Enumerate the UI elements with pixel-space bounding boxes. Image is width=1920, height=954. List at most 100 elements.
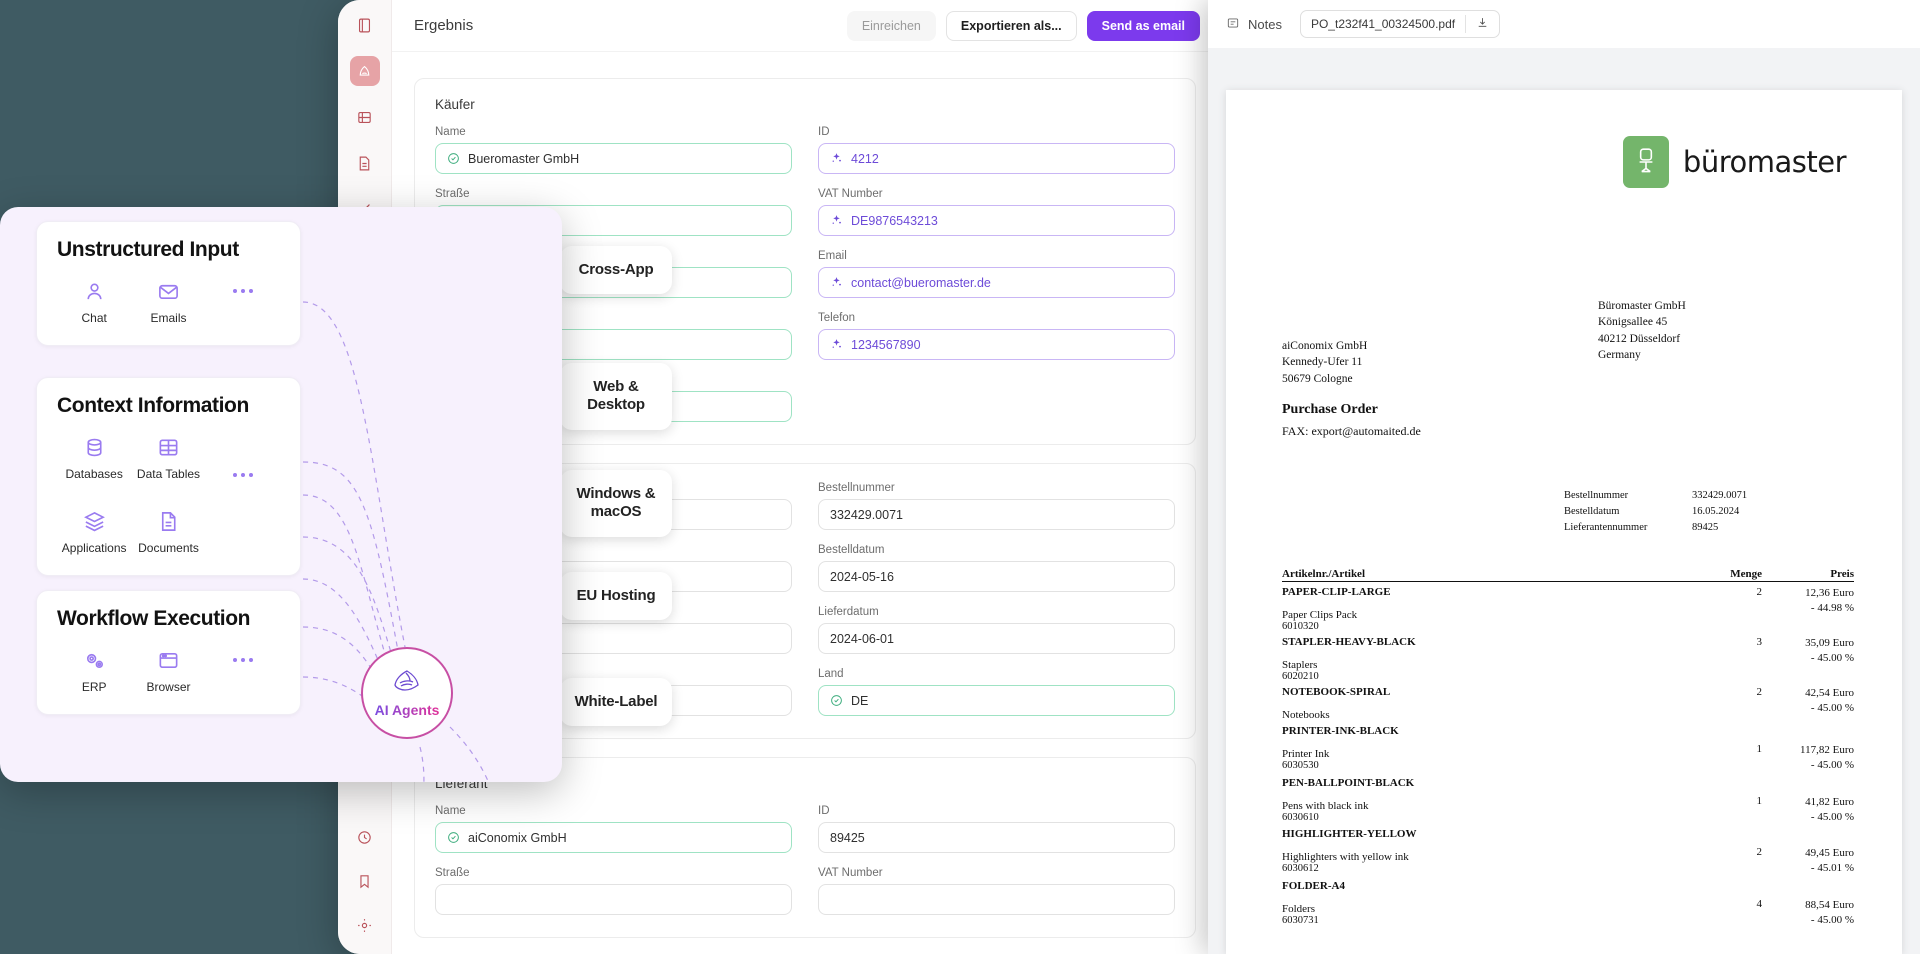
meta-key: Lieferantennummer xyxy=(1564,521,1648,533)
row-num: 6010320 xyxy=(1282,621,1319,632)
pill-windows-macos[interactable]: Windows & macOS xyxy=(560,470,672,537)
card-context-information: Context Information Databases Data Table… xyxy=(36,377,301,576)
section-title: Käufer xyxy=(435,97,475,112)
check-circle-icon xyxy=(447,831,460,844)
section-lieferant: Lieferant Name aiConomix GmbH ID 89425 xyxy=(414,757,1196,938)
tab-notes[interactable]: Notes xyxy=(1226,16,1282,33)
check-circle-icon xyxy=(830,694,843,707)
item-more-unstructured[interactable] xyxy=(206,276,280,325)
form-field: VAT Number xyxy=(818,867,1175,915)
row-preis: 117,82 Euro xyxy=(1800,744,1854,756)
item-chat[interactable]: Chat xyxy=(57,276,131,325)
item-documents[interactable]: Documents xyxy=(131,506,205,555)
row-desc: Folders xyxy=(1282,903,1315,916)
purchase-order-fax: FAX: export@automaited.de xyxy=(1282,424,1421,438)
sparkle-icon xyxy=(830,214,843,227)
field-input-land2[interactable]: DE xyxy=(818,685,1175,716)
address-line: Kennedy-Ufer 11 xyxy=(1282,356,1363,369)
row-preis: 41,82 Euro xyxy=(1805,795,1854,808)
table-row: HIGHLIGHTER-YELLOW Highlighters with yel… xyxy=(1282,828,1854,876)
field-input-id[interactable]: 4212 xyxy=(818,143,1175,174)
pill-cross-app[interactable]: Cross-App xyxy=(560,246,672,295)
field-input-telefon[interactable]: 1234567890 xyxy=(818,329,1175,360)
row-num: 6030610 xyxy=(1282,811,1319,823)
form-field: Name aiConomix GmbH xyxy=(435,805,792,853)
sidebar-item-clock[interactable] xyxy=(350,822,380,852)
pdf-file-chip[interactable]: PO_t232f41_00324500.pdf xyxy=(1299,10,1501,38)
field-label: Straße xyxy=(435,867,470,879)
sidebar-item-settings[interactable] xyxy=(350,910,380,940)
card-items: Databases Data Tables Applications Docum… xyxy=(57,432,280,555)
row-desc: Printer Ink xyxy=(1282,748,1330,760)
row-menge: 2 xyxy=(1756,846,1763,859)
sparkle-icon xyxy=(830,152,843,165)
item-label: Documents xyxy=(138,541,199,555)
address-line: aiConomix GmbH xyxy=(1282,340,1368,352)
field-input-lief-id[interactable]: 89425 xyxy=(818,822,1175,853)
file-text-icon xyxy=(131,506,205,536)
table-row: PEN-BALLPOINT-BLACK Pens with black ink … xyxy=(1282,777,1854,825)
export-as-button[interactable]: Exportieren als... xyxy=(945,10,1077,41)
item-applications[interactable]: Applications xyxy=(57,506,131,555)
card-unstructured-input: Unstructured Input Chat Emails xyxy=(36,221,301,346)
ai-agents-node[interactable]: AI Agents xyxy=(361,647,453,739)
sidebar-item-database[interactable] xyxy=(350,102,380,132)
database-icon xyxy=(57,432,131,462)
field-input-name[interactable]: Bueromaster GmbH xyxy=(435,143,792,174)
sidebar-item-bookmark[interactable] xyxy=(350,866,380,896)
submit-button[interactable]: Einreichen xyxy=(846,10,936,41)
field-input-bestelldatum[interactable]: 2024-05-16 xyxy=(818,561,1175,592)
item-more-context[interactable] xyxy=(206,432,280,490)
row-menge: 1 xyxy=(1756,743,1763,755)
item-label: Applications xyxy=(61,541,127,555)
field-input-lief-strasse[interactable] xyxy=(435,884,792,915)
field-input-bestellnummer[interactable]: 332429.0071 xyxy=(818,499,1175,530)
row-sku: PRINTER-INK-BLACK xyxy=(1282,725,1399,737)
row-menge: 3 xyxy=(1756,636,1763,648)
meta-value: 332429.0071 xyxy=(1692,490,1748,501)
item-erp[interactable]: ERP xyxy=(57,645,131,694)
row-preis: 35,09 Euro xyxy=(1805,637,1854,649)
item-data-tables[interactable]: Data Tables xyxy=(131,432,205,490)
row-num: 6030612 xyxy=(1282,863,1319,875)
sidebar-item-logo[interactable] xyxy=(349,56,380,86)
row-rabatt: - 44.98 % xyxy=(1810,601,1854,614)
app-header: Ergebnis Einreichen Exportieren als... S… xyxy=(392,0,1218,52)
sidebar-item-document[interactable] xyxy=(350,148,380,178)
office-chair-icon xyxy=(1622,136,1669,188)
item-emails[interactable]: Emails xyxy=(131,276,205,325)
form-field: Land DE xyxy=(818,668,1175,716)
pill-eu-hosting[interactable]: EU Hosting xyxy=(560,572,672,621)
item-browser[interactable]: Browser xyxy=(131,645,205,694)
item-more-workflow[interactable] xyxy=(206,645,280,694)
form-field: ID 89425 xyxy=(818,805,1175,853)
sidebar-item-book[interactable] xyxy=(350,10,380,40)
connector-lines xyxy=(302,301,490,782)
item-databases[interactable]: Databases xyxy=(57,432,131,490)
pill-web-desktop[interactable]: Web & Desktop xyxy=(560,363,672,430)
field-value: Bueromaster GmbH xyxy=(468,151,580,166)
order-meta: Bestellnummer 332429.0071 Bestelldatum 1… xyxy=(1564,488,1747,535)
field-input-email[interactable]: contact@bueromaster.de xyxy=(818,267,1175,298)
field-value: DE9876543213 xyxy=(851,213,938,228)
pill-white-label[interactable]: White-Label xyxy=(560,678,672,727)
row-num: 6030530 xyxy=(1282,760,1319,771)
line-items-table: Artikelnr./Artikel Menge Preis PAPER-CLI… xyxy=(1282,568,1854,928)
field-label: Telefon xyxy=(818,312,856,324)
sparkle-icon xyxy=(830,276,843,289)
row-preis: 12,36 Euro xyxy=(1805,587,1854,599)
row-rabatt: - 45.00 % xyxy=(1810,758,1854,771)
field-label: Land xyxy=(818,668,844,680)
form-field: Bestellnummer 332429.0071 xyxy=(818,482,1175,530)
ellipsis-icon xyxy=(206,460,280,490)
field-input-vat[interactable]: DE9876543213 xyxy=(818,205,1175,236)
item-label: Data Tables xyxy=(136,467,201,481)
sidebar-bottom-group xyxy=(350,822,380,954)
send-as-email-button[interactable]: Send as email xyxy=(1086,10,1200,41)
card-title: Workflow Execution xyxy=(57,607,251,630)
field-input-lieferdatum[interactable]: 2024-06-01 xyxy=(818,623,1175,654)
field-input-lief-name[interactable]: aiConomix GmbH xyxy=(435,822,792,853)
field-input-lief-vat[interactable] xyxy=(818,884,1175,915)
download-icon[interactable] xyxy=(1476,16,1489,32)
field-label: Bestelldatum xyxy=(818,544,885,556)
